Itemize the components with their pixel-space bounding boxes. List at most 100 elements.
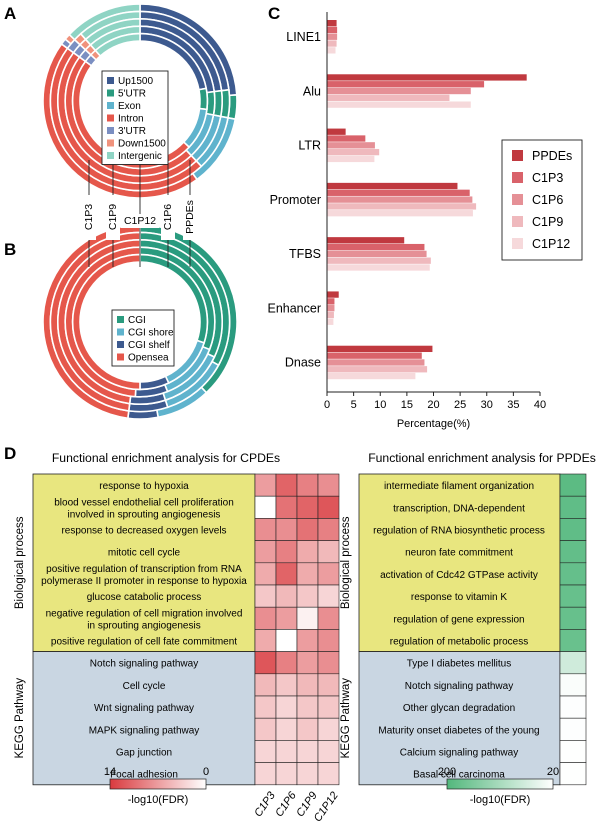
heat-cell-c1p3-row-11 [254,717,277,741]
heat-cell-c1p12-row-9 [317,673,340,697]
bar-legend-label-c1p9: C1P9 [532,215,563,229]
bar-legend-swatch-ppdes [512,150,523,161]
heat-cell-c1p12-row-8 [317,651,340,675]
category-label-alu: Alu [303,84,321,98]
heatmap-row-label: Gap junction [116,748,172,759]
x-axis-title: Percentage(%) [397,418,470,430]
legend-label-down1500: Down1500 [118,139,166,150]
category-label-line1: LINE1 [286,30,321,44]
group-band-kegg-pathway [358,651,561,786]
bar-legend-swatch-c1p9 [512,216,523,227]
ring-label-c1p12: C1P12 [124,215,156,227]
heatmap-row-label-line: regulation of gene expression [393,614,524,625]
x-tick-label-20: 20 [427,399,439,411]
colorbar-caption: -log10(FDR) [128,794,189,806]
category-label-tfbs: TFBS [289,247,321,261]
panel-label-b: B [4,240,16,259]
heatmap-row-label: Other glycan degradation [403,703,515,714]
heatmap-row-label: Maturity onset diabetes of the young [378,725,539,736]
heatmap-row-label: intermediate filament organization [384,481,534,492]
category-label-promoter: Promoter [270,193,321,207]
heat-cell-c1p12-row-10 [317,695,340,719]
x-tick-label-25: 25 [454,399,466,411]
heatmap-row-label: Focal adhesion [110,770,178,781]
x-tick-label-0: 0 [324,399,330,411]
heatmap-row-label: glucose catabolic process [87,592,202,603]
heat-cell-c1p12-row-4 [317,562,340,586]
heatmap-row-label: activation of Cdc42 GTPase activity [380,570,538,581]
bar-ltr-c1p9 [327,148,380,156]
heat-cell-c1p6-row-4 [275,562,298,586]
heat-cell-c1p6-row-12 [275,740,298,763]
bar-dnase-c1p3 [327,352,422,359]
heatmap-row-label-line: Focal adhesion [110,770,178,781]
legend-swatch-exon [107,102,114,109]
heat-cell-ppdes-row-0 [559,473,587,497]
heatmap-row-label: Notch signaling pathway [90,659,198,670]
heat-cell-c1p6-row-13 [275,762,298,786]
heat-cell-ppdes-row-12 [559,740,587,763]
heat-cell-c1p12-row-0 [317,473,340,497]
legend-swatch-intron [107,114,114,122]
heatmap-row-label-line: Basal cell carcinoma [413,770,505,781]
group-band-biological-process [32,473,256,653]
colorbar-max-label: 200 [438,766,456,778]
heatmap-row-label-line: intermediate filament organization [384,481,534,492]
heat-cell-c1p3-row-6 [254,606,277,630]
heatmap-row-label: Basal cell carcinoma [413,770,505,781]
heat-cell-c1p9-row-9 [296,673,319,697]
legend-swatch-up1500 [107,77,114,84]
legend-label-3-utr: 3'UTR [118,126,146,137]
group-band-biological-process [358,473,561,653]
x-tick-label-10: 10 [374,399,386,411]
bar-alu-c1p3 [327,81,485,88]
heatmap-row-label-line: positive regulation of cell fate commitm… [51,637,237,648]
panel-label-c: C [268,4,280,23]
heatmap-row-label-line: glucose catabolic process [87,592,202,603]
heatmap-row-label: positive regulation of transcription fro… [41,564,247,587]
heatmap-row-label: MAPK signaling pathway [89,725,200,736]
heat-cell-c1p9-row-8 [296,651,319,675]
heat-cell-c1p9-row-1 [296,495,319,519]
heat-cell-ppdes-row-11 [559,717,587,741]
bar-alu-c1p9 [327,94,450,101]
heat-cell-c1p9-row-11 [296,717,319,741]
ring-label-c1p6: C1P6 [162,204,174,230]
legend-label-up1500: Up1500 [118,76,153,87]
heatmap-row-label: positive regulation of cell fate commitm… [51,637,237,648]
heat-cell-c1p12-row-3 [317,540,340,564]
heatmap-row-label-line: polymerase II promoter in response to hy… [41,576,247,587]
legend-swatch-5-utr [107,89,114,97]
bar-chart-repeat-elements: LINE1 Alu LTR Promoter TFBS Enhancer Dnase 0 5 10… [267,12,583,430]
bar-tfbs-c1p6 [327,250,427,258]
heat-cell-c1p9-row-5 [296,584,319,608]
heatmap-row-label: transcription, DNA-dependent [393,503,525,514]
column-label-c1p6: C1P6 [273,789,299,819]
bar-enhancer-c1p12 [327,318,334,325]
bar-legend-label-c1p3: C1P3 [532,171,563,185]
ring-label-c1p9: C1P9 [107,204,119,230]
x-tick-label-15: 15 [401,399,413,411]
heat-cell-ppdes-row-13 [559,762,587,786]
group-label-biological-process: Biological process [14,516,26,609]
heat-cell-c1p9-row-0 [296,473,319,497]
heatmap-row-label-line: activation of Cdc42 GTPase activity [380,570,538,581]
heat-cell-c1p12-row-1 [317,495,340,519]
heat-cell-c1p3-row-4 [254,562,277,586]
heatmap-row-label-line: Calcium signaling pathway [400,748,518,759]
gene-slice-c1p3-5-utr [198,87,209,111]
heatmap-row-label-line: Gap junction [116,748,172,759]
heat-cell-c1p3-row-8 [254,651,277,675]
legend-label-intron: Intron [118,114,144,125]
legend-label-exon: Exon [118,101,141,112]
ring-label-bg-c1p12 [121,214,159,228]
heatmap-ppdes: Functional enrichment analysis for PPDEs… [340,451,596,806]
heat-cell-ppdes-row-3 [559,540,587,564]
heatmap-row-label-line: response to vitamin K [411,592,507,603]
heatmap-row-label-line: Wnt signaling pathway [94,703,194,714]
heatmap-row-label-line: Other glycan degradation [403,703,515,714]
heat-cell-ppdes-row-4 [559,562,587,586]
heat-cell-c1p6-row-10 [275,695,298,719]
heat-cell-c1p6-row-8 [275,651,298,675]
